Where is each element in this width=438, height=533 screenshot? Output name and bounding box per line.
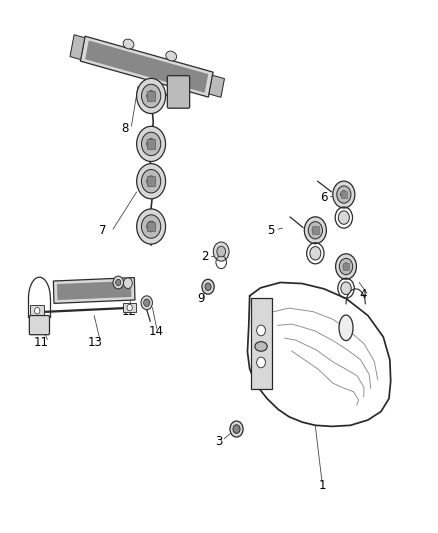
Circle shape bbox=[213, 242, 229, 261]
Circle shape bbox=[141, 215, 161, 238]
FancyBboxPatch shape bbox=[147, 176, 155, 186]
Text: 9: 9 bbox=[198, 292, 205, 305]
Circle shape bbox=[116, 279, 121, 286]
Circle shape bbox=[147, 139, 155, 149]
Circle shape bbox=[341, 191, 347, 198]
Text: 5: 5 bbox=[267, 224, 274, 237]
Circle shape bbox=[202, 279, 214, 294]
Circle shape bbox=[147, 176, 155, 187]
FancyBboxPatch shape bbox=[30, 305, 44, 316]
Circle shape bbox=[304, 217, 326, 244]
Circle shape bbox=[337, 186, 351, 203]
FancyBboxPatch shape bbox=[123, 303, 136, 312]
Circle shape bbox=[312, 227, 318, 234]
Circle shape bbox=[343, 263, 349, 270]
Text: 6: 6 bbox=[320, 191, 328, 204]
FancyBboxPatch shape bbox=[29, 316, 49, 335]
Polygon shape bbox=[53, 278, 135, 303]
FancyBboxPatch shape bbox=[147, 222, 155, 231]
Polygon shape bbox=[70, 35, 85, 60]
Circle shape bbox=[233, 425, 240, 433]
Circle shape bbox=[257, 325, 265, 336]
Text: 10: 10 bbox=[119, 287, 133, 296]
FancyBboxPatch shape bbox=[167, 76, 190, 108]
Text: 2: 2 bbox=[201, 251, 209, 263]
Circle shape bbox=[141, 132, 161, 156]
Ellipse shape bbox=[166, 51, 177, 61]
FancyBboxPatch shape bbox=[147, 139, 155, 149]
Polygon shape bbox=[209, 75, 224, 98]
Circle shape bbox=[127, 304, 132, 311]
Text: 13: 13 bbox=[88, 336, 103, 349]
Circle shape bbox=[341, 282, 351, 295]
Circle shape bbox=[137, 164, 166, 199]
Circle shape bbox=[113, 276, 124, 289]
FancyBboxPatch shape bbox=[147, 91, 155, 101]
Circle shape bbox=[339, 259, 353, 274]
Circle shape bbox=[141, 296, 152, 310]
Text: 12: 12 bbox=[122, 305, 137, 318]
Circle shape bbox=[308, 222, 322, 239]
Circle shape bbox=[137, 209, 166, 244]
Circle shape bbox=[338, 211, 350, 224]
Circle shape bbox=[137, 126, 166, 161]
Circle shape bbox=[141, 169, 161, 193]
Circle shape bbox=[144, 299, 150, 306]
Circle shape bbox=[205, 283, 211, 290]
Circle shape bbox=[137, 78, 166, 114]
Polygon shape bbox=[251, 298, 272, 389]
Circle shape bbox=[141, 84, 161, 108]
FancyBboxPatch shape bbox=[343, 263, 349, 270]
Polygon shape bbox=[57, 281, 131, 300]
Circle shape bbox=[336, 254, 357, 279]
Circle shape bbox=[257, 357, 265, 368]
Text: 8: 8 bbox=[121, 123, 128, 135]
Polygon shape bbox=[85, 41, 208, 93]
Circle shape bbox=[333, 181, 355, 208]
Text: 4: 4 bbox=[359, 288, 367, 301]
Circle shape bbox=[124, 278, 132, 288]
Text: 1: 1 bbox=[318, 479, 326, 491]
Text: 3: 3 bbox=[215, 435, 223, 448]
Circle shape bbox=[35, 308, 40, 314]
Ellipse shape bbox=[339, 315, 353, 341]
Polygon shape bbox=[80, 36, 213, 97]
Text: 14: 14 bbox=[149, 325, 164, 338]
Circle shape bbox=[310, 247, 321, 260]
Circle shape bbox=[147, 91, 155, 101]
FancyBboxPatch shape bbox=[312, 227, 318, 234]
Ellipse shape bbox=[255, 342, 267, 351]
Text: 11: 11 bbox=[34, 336, 49, 349]
Ellipse shape bbox=[123, 39, 134, 49]
FancyBboxPatch shape bbox=[341, 191, 347, 198]
Circle shape bbox=[217, 246, 226, 257]
Text: 7: 7 bbox=[99, 224, 107, 237]
Circle shape bbox=[147, 221, 155, 232]
Circle shape bbox=[230, 421, 243, 437]
